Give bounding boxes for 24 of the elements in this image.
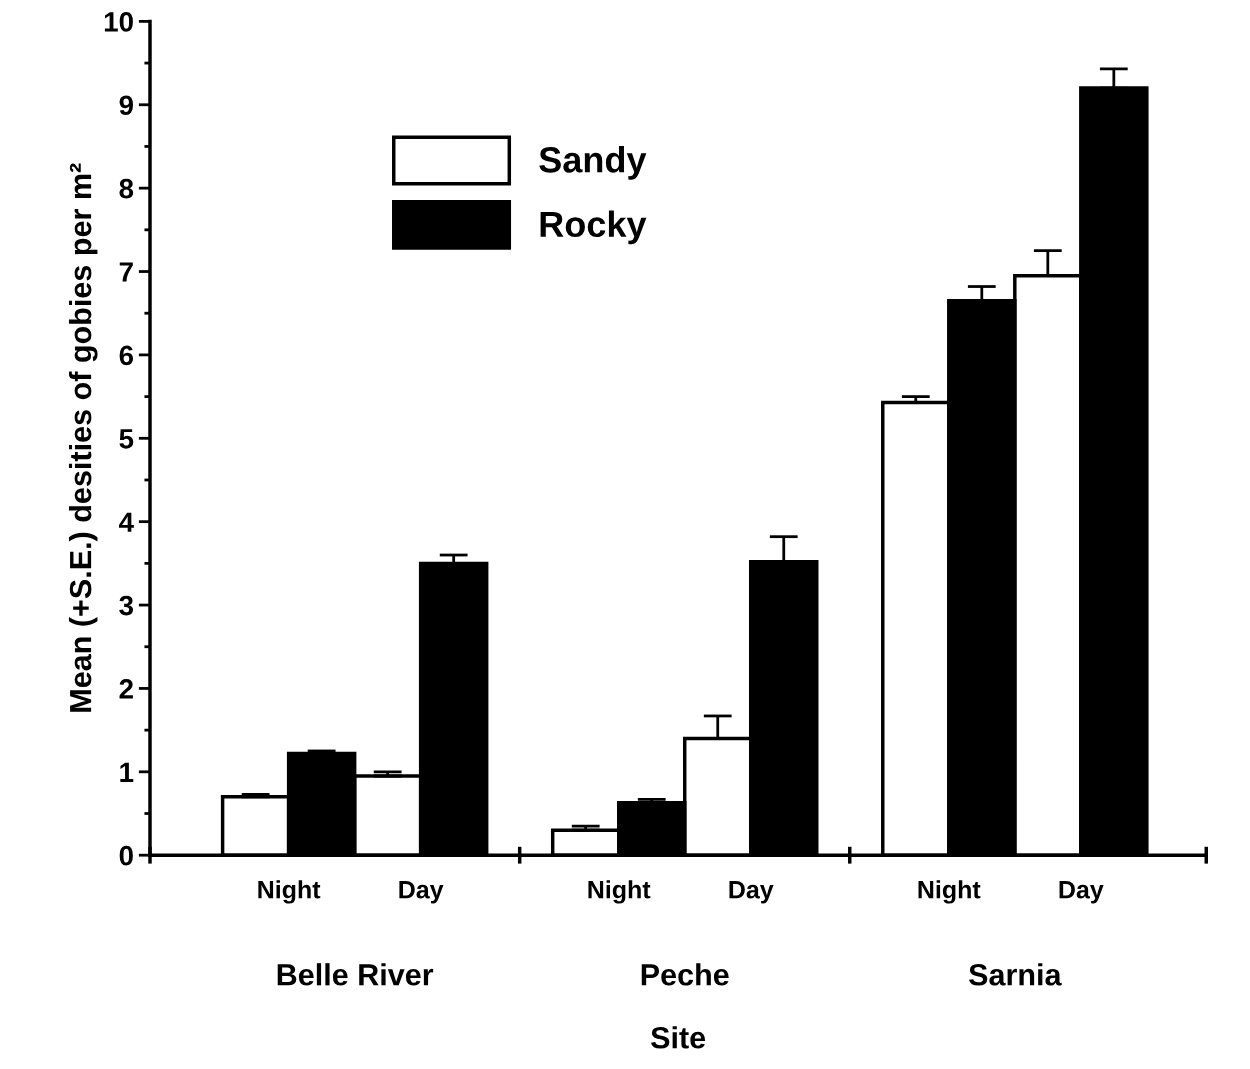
y-tick-label: 5 [119, 429, 134, 449]
y-tick-label: 0 [119, 845, 133, 866]
y-tick-label: 6 [119, 345, 134, 366]
y-tick-label: 10 [104, 12, 133, 32]
x-axis-title: Site [650, 1026, 706, 1049]
legend-label: Rocky [540, 210, 647, 245]
x-tick-label: Night [918, 880, 981, 904]
y-tick-label: 4 [119, 512, 134, 532]
legend-label: Sandy [539, 146, 647, 180]
y-tick-label: 7 [119, 262, 133, 282]
x-tick-label: Day [399, 881, 444, 904]
text: Belle River [277, 963, 434, 986]
y-axis-title: Mean (+S.E.) desities of gobies per m² [68, 163, 98, 712]
text: Sarnia [968, 963, 1062, 986]
y-tick-label: 8 [119, 178, 134, 199]
y-tick-label: 3 [119, 595, 134, 616]
y-tick-label: 2 [119, 679, 133, 699]
x-tick-label: Night [588, 880, 651, 904]
y-tick-label: 9 [119, 95, 133, 116]
text: Peche [641, 963, 729, 986]
x-tick-label: Day [1059, 881, 1104, 904]
y-tick-label: 1 [120, 762, 134, 782]
x-tick-label: Day [729, 881, 774, 904]
x-tick-label: Night [258, 880, 321, 904]
